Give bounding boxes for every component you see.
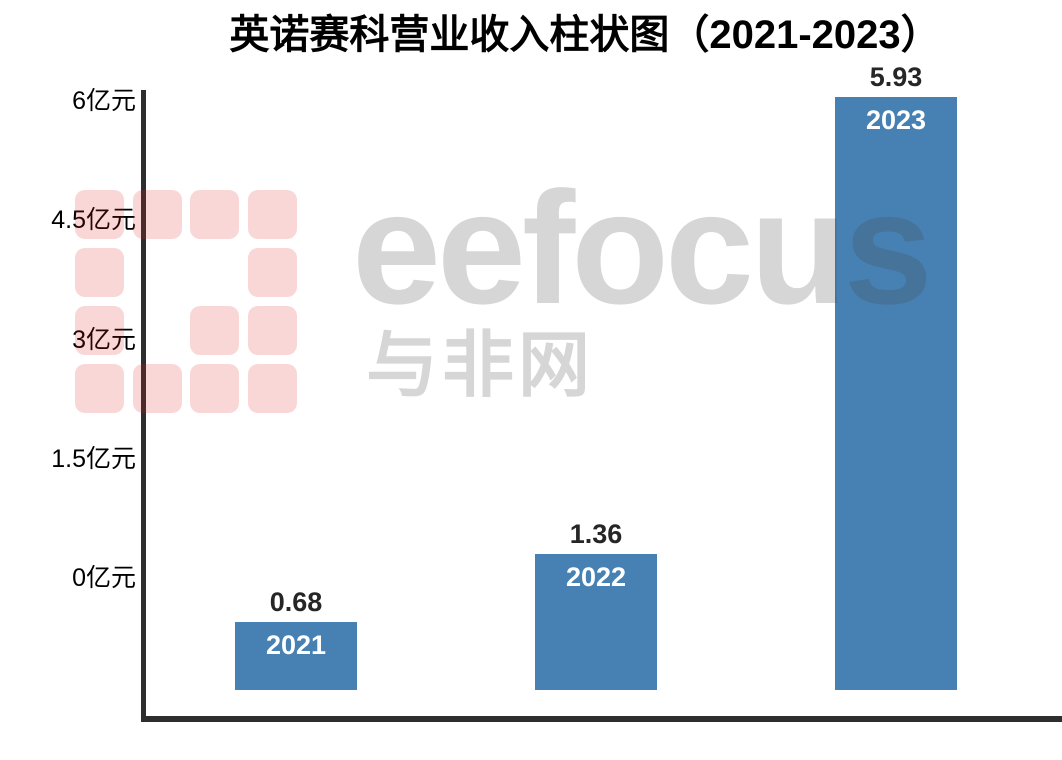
bar-year-label-2023: 2023: [865, 105, 927, 135]
logo-grid-square: [190, 364, 239, 413]
bar-value-label-2023: 5.93: [869, 62, 923, 92]
logo-grid-square: [190, 190, 239, 239]
logo-grid-square: [248, 248, 297, 297]
y-axis-tick-label: 1.5亿元: [51, 445, 136, 473]
logo-grid-square: [75, 248, 124, 297]
logo-grid-square: [190, 306, 239, 355]
y-axis-tick-label: 4.5亿元: [51, 206, 136, 234]
y-axis-tick-label: 0亿元: [72, 564, 136, 592]
bar-year-label-2022: 2022: [565, 562, 627, 592]
bar-year-label-2021: 2021: [265, 630, 327, 660]
logo-grid-square: [248, 190, 297, 239]
bar-value-label-2021: 0.68: [269, 587, 323, 617]
bar-2023: 2023: [835, 97, 957, 690]
y-axis-tick-label: 6亿元: [72, 87, 136, 115]
y-axis-line: [141, 90, 146, 722]
logo-grid-square: [75, 364, 124, 413]
logo-grid-square: [248, 364, 297, 413]
bar-2021: 2021: [235, 622, 357, 690]
x-axis-line: [141, 716, 1062, 722]
chart-title: 英诺赛科营业收入柱状图（2021-2023）: [229, 13, 941, 57]
bar-value-label-2022: 1.36: [569, 519, 623, 549]
logo-grid-square: [248, 306, 297, 355]
watermark-site-text: 与非网: [366, 326, 595, 406]
bar-2022: 2022: [535, 554, 657, 690]
y-axis-tick-label: 3亿元: [72, 326, 136, 354]
